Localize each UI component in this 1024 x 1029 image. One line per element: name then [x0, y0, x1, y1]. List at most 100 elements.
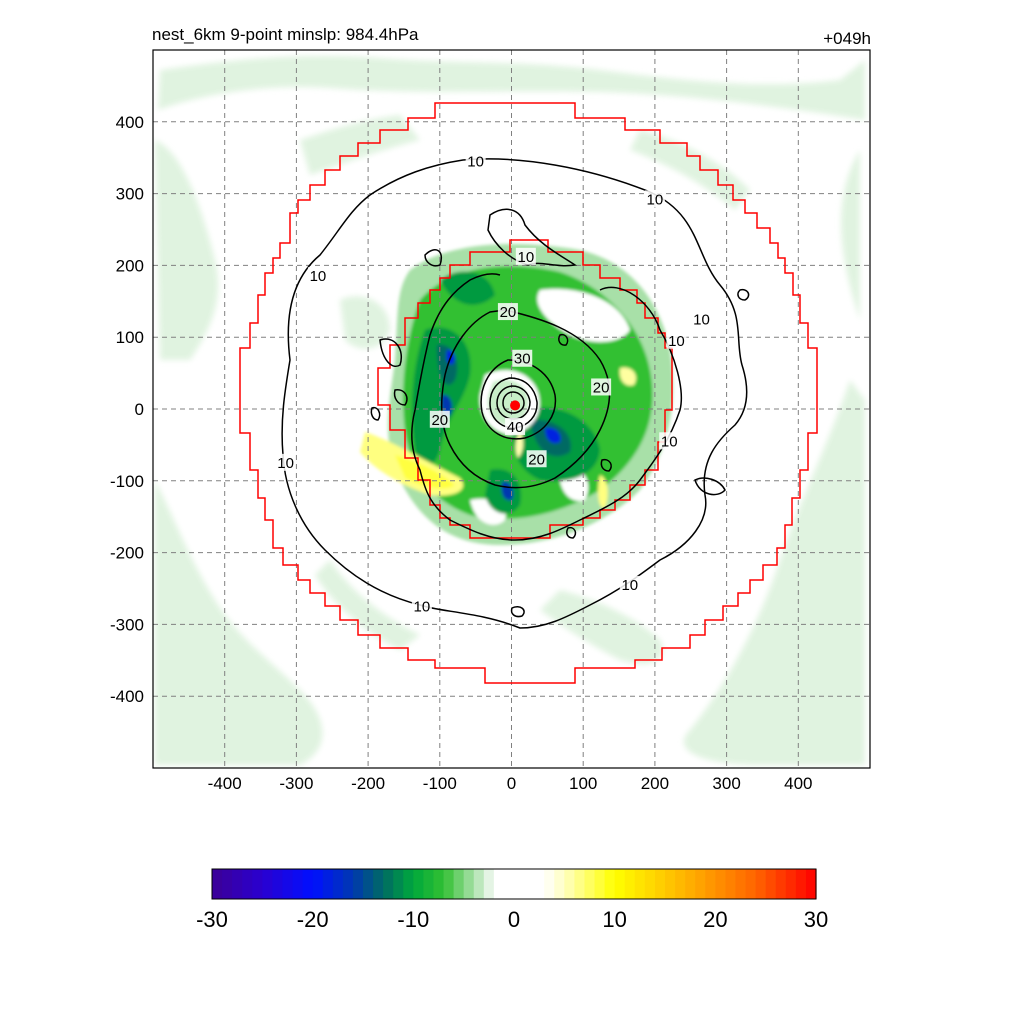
- contour-small-7: [566, 526, 577, 539]
- colorbar-bin: [312, 869, 324, 899]
- colorbar-bin: [292, 869, 304, 899]
- contour-label: 10: [310, 268, 327, 285]
- contour-label-bg: [659, 432, 680, 450]
- contour-lines: [281, 158, 750, 629]
- contour-label-bg: [691, 310, 712, 328]
- colorbar-bin: [554, 869, 565, 899]
- colorbar-tick-label: 20: [703, 907, 727, 932]
- forecast-hour: +049h: [823, 29, 871, 48]
- colorbar-bin: [695, 869, 706, 899]
- x-tick-label: 0: [507, 774, 516, 793]
- contour-small-2: [379, 338, 402, 367]
- colorbar-bin: [785, 869, 797, 899]
- colorbar-bin: [302, 869, 314, 899]
- y-tick-label: -300: [110, 615, 144, 634]
- contour-label-bg: [429, 410, 450, 428]
- contour-label-bg: [526, 450, 547, 468]
- contour-10-outer: [281, 158, 748, 629]
- colorbar-bin: [544, 869, 555, 899]
- colorbar-bin: [483, 869, 495, 899]
- contour-20: [440, 309, 611, 489]
- colorbar-bin: [805, 869, 817, 899]
- colorbar-bin: [654, 869, 666, 899]
- contour-label-bg: [515, 247, 536, 265]
- colorbar-bin: [272, 869, 284, 899]
- contour-small-9: [694, 477, 726, 496]
- colorbar-bin: [363, 869, 374, 899]
- colorbar-bin: [584, 869, 596, 899]
- colorbar-bin: [433, 869, 445, 899]
- colorbar-bin: [262, 869, 273, 899]
- colorbar-bin: [514, 869, 525, 899]
- colorbar-tick-label: -10: [397, 907, 429, 932]
- contour-label: 10: [693, 311, 710, 328]
- y-tick-label: 100: [116, 328, 144, 347]
- contour-label: 10: [467, 153, 484, 170]
- contour-label: 10: [668, 333, 685, 350]
- y-tick-label: -200: [110, 544, 144, 563]
- colorbar-bin: [534, 869, 545, 899]
- contour-small-5: [558, 333, 569, 346]
- colorbar-bin: [574, 869, 586, 899]
- y-tick-label: 300: [116, 185, 144, 204]
- contour-label-bg: [666, 331, 687, 349]
- y-tick-label: -400: [110, 687, 144, 706]
- colorbar-tick-label: 0: [508, 907, 520, 932]
- x-tick-label: -400: [208, 774, 242, 793]
- y-axis: 400 300 200 100 0 -100 -200 -300 -400: [110, 113, 144, 706]
- contour-label-bg: [275, 453, 296, 471]
- colorbar-bin: [524, 869, 535, 899]
- contour-label: 10: [647, 191, 664, 208]
- colorbar-bin: [493, 869, 505, 899]
- colorbar-bin: [755, 869, 767, 899]
- contour-label: 20: [500, 304, 517, 321]
- contour-label-bg: [512, 349, 533, 367]
- colorbar-bin: [453, 869, 465, 899]
- y-tick-label: -100: [110, 472, 144, 491]
- y-tick-label: 400: [116, 113, 144, 132]
- colorbar-tick-label: 10: [602, 907, 626, 932]
- colorbar-bin: [503, 869, 515, 899]
- colorbar-tick-label: 30: [804, 907, 828, 932]
- contour-label-bg: [644, 190, 665, 208]
- contour-label: 20: [528, 451, 545, 468]
- colorbar-bin: [403, 869, 414, 899]
- colorbar-tick-label: -30: [196, 907, 228, 932]
- contour-label: 10: [621, 577, 638, 594]
- x-tick-label: -100: [423, 774, 457, 793]
- colorbar-bin: [413, 869, 424, 899]
- colorbar-bin: [644, 869, 656, 899]
- x-tick-label: 200: [641, 774, 669, 793]
- contour-label-bg: [465, 152, 486, 170]
- x-tick-label: -300: [279, 774, 313, 793]
- contour-10-inner: [410, 208, 683, 541]
- contour-label: 20: [431, 412, 448, 429]
- colorbar-bin: [685, 869, 696, 899]
- contour-label: 30: [514, 351, 531, 368]
- colorbar-bin: [373, 869, 384, 899]
- contour-small-1: [737, 288, 750, 301]
- storm-center-marker: [510, 400, 521, 411]
- colorbar-bin: [242, 869, 253, 899]
- x-tick-label: 100: [569, 774, 597, 793]
- colorbar-bin: [322, 869, 334, 899]
- contour-label-bg: [411, 597, 432, 615]
- contour-small-10: [424, 249, 442, 267]
- contour-label: 10: [661, 433, 678, 450]
- colorbar-bin: [795, 869, 807, 899]
- chart-title: nest_6km 9-point minslp: 984.4hPa: [152, 25, 419, 44]
- colorbar-bin: [735, 869, 747, 899]
- colorbar-bin: [624, 869, 636, 899]
- colorbar-bin: [745, 869, 757, 899]
- plot-frame: [152, 49, 871, 769]
- contour-label: 10: [517, 249, 534, 266]
- x-tick-label: -200: [351, 774, 385, 793]
- colorbar-bin: [614, 869, 626, 899]
- contour-label: 40: [507, 419, 524, 436]
- colorbar-bin: [463, 869, 475, 899]
- colorbar-bin: [212, 869, 223, 899]
- contour-label-bg: [505, 417, 526, 435]
- colorbar-bin: [342, 869, 354, 899]
